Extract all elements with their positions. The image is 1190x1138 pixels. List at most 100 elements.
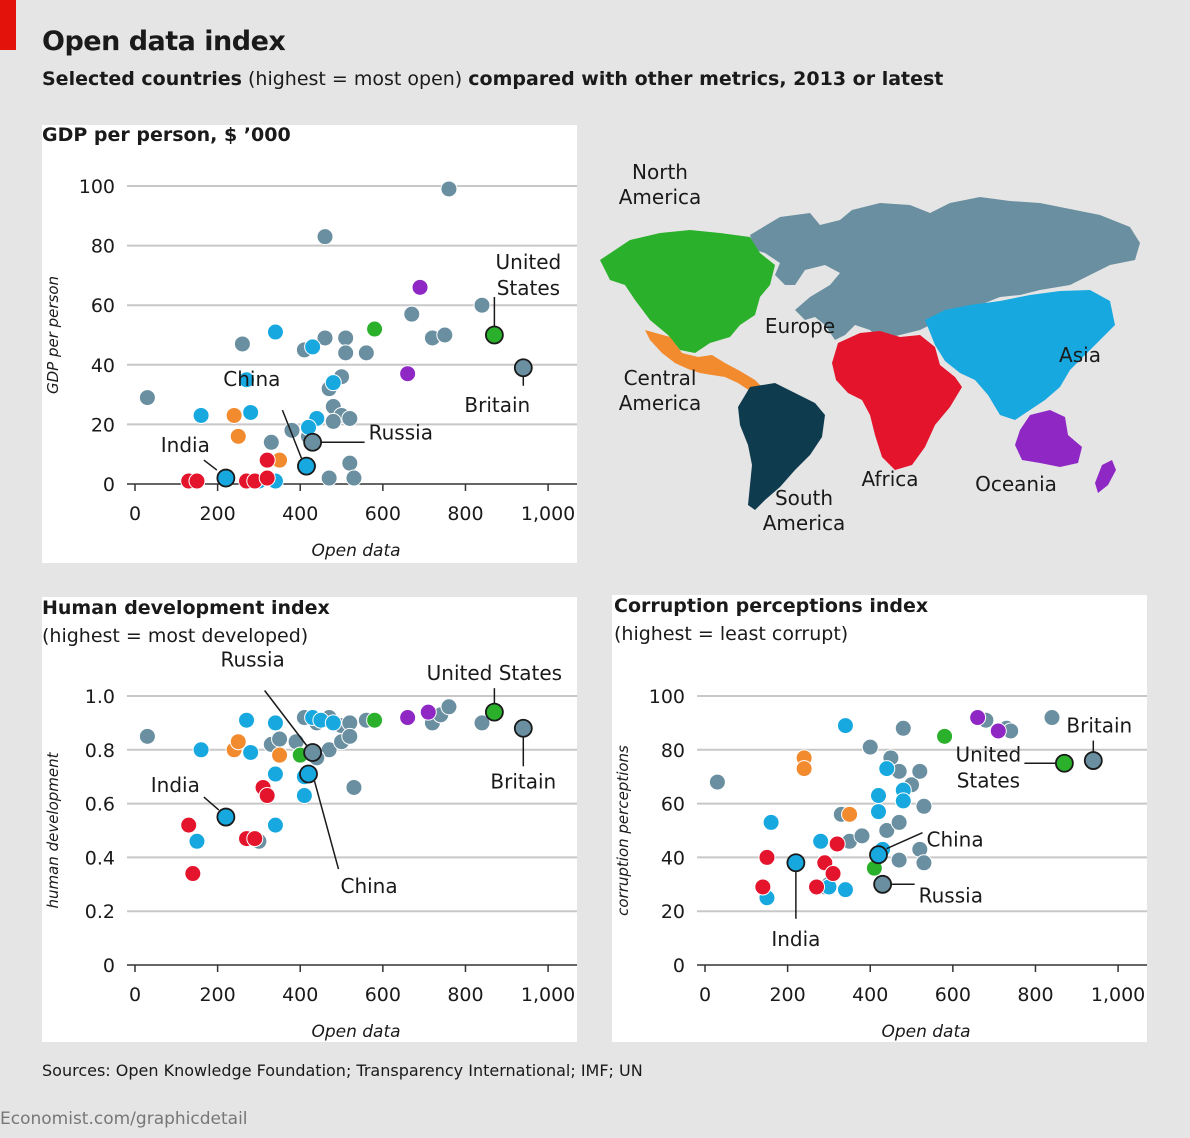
data-point-asia (324, 374, 342, 392)
data-point-europe (341, 727, 359, 745)
leader-line (203, 459, 218, 471)
y-tick-label: 0 (103, 955, 115, 977)
highlight-point (303, 432, 323, 452)
y-axis-label: human development (44, 751, 62, 908)
data-point-asia (304, 338, 322, 356)
data-point-europe (436, 326, 454, 344)
data-point-asia (878, 760, 896, 778)
map-label-africa: Africa (861, 467, 918, 491)
x-tick-label: 1,000 (521, 503, 575, 525)
data-point-europe (915, 797, 933, 815)
data-point-europe (403, 305, 421, 323)
page-title: Open data index (42, 26, 286, 57)
gdp-panel: 0 20 40 60 80 100 0 200 400 600 800 1,000 Open data G… (42, 125, 577, 563)
data-point-europe (890, 851, 908, 869)
leader-line (264, 690, 308, 746)
x-tick-label: 400 (282, 984, 318, 1006)
data-point-oceania (399, 709, 417, 727)
highlight-point (299, 764, 318, 784)
highlight-label: Britain (1066, 714, 1132, 738)
data-point-central-america (225, 406, 243, 424)
data-point-europe (345, 778, 363, 796)
data-point-asia (242, 743, 260, 761)
data-point-central-america (271, 746, 289, 764)
data-point-asia (299, 418, 317, 436)
world-map: North America Europe Asia Central Americ… (590, 125, 1190, 555)
highlight-point (513, 718, 533, 738)
x-tick-label: 200 (199, 503, 235, 525)
highlight-point (869, 845, 888, 865)
world-map-svg: North America Europe Asia Central Americ… (600, 160, 1140, 535)
highlight-label: United States (427, 661, 562, 685)
map-label-north-america-1: North (632, 160, 688, 184)
data-point-africa (754, 878, 772, 896)
highlight-label: Britain (464, 393, 530, 417)
data-point-asia (266, 323, 284, 341)
data-point-europe (341, 409, 359, 427)
highlight-label: China (223, 367, 280, 391)
sources-note: Sources: Open Knowledge Foundation; Tran… (42, 1061, 643, 1080)
highlight-label: China (926, 828, 983, 852)
highlight-point (513, 358, 533, 378)
data-point-asia (869, 803, 887, 821)
data-point-europe (708, 773, 726, 791)
highlight-label: China (340, 874, 397, 898)
data-point-asia (266, 765, 284, 783)
y-axis-label: corruption perceptions (614, 745, 632, 916)
x-tick-label: 200 (769, 984, 805, 1006)
data-point-asia (295, 787, 313, 805)
x-tick-label: 600 (365, 984, 401, 1006)
data-point-asia (192, 741, 210, 759)
y-tick-label: 60 (661, 794, 685, 816)
y-tick-label: 20 (661, 901, 685, 923)
highlight-label: Russia (919, 883, 983, 907)
data-point-europe (138, 389, 156, 407)
y-tick-label: 20 (91, 414, 115, 436)
leader-line (281, 409, 303, 459)
data-point-africa (258, 787, 276, 805)
highlight-point (484, 325, 504, 345)
data-point-africa (258, 469, 276, 487)
data-point-europe (324, 412, 342, 430)
map-central-america-region (645, 330, 762, 391)
data-point-africa (808, 878, 826, 896)
data-point-africa (188, 472, 206, 490)
hdi-chart-subtitle: (highest = most developed) (42, 625, 309, 647)
data-point-africa (758, 848, 776, 866)
data-point-europe (1043, 709, 1061, 727)
data-point-oceania (989, 722, 1007, 740)
x-tick-label: 600 (365, 503, 401, 525)
brand-bar (0, 0, 16, 50)
data-point-asia (324, 714, 342, 732)
data-point-europe (337, 329, 355, 347)
y-tick-label: 0 (103, 474, 115, 496)
x-tick-label: 1,000 (521, 984, 575, 1006)
highlight-label: United (956, 742, 1022, 766)
highlight-point (1054, 753, 1074, 773)
y-tick-label: 0.6 (85, 794, 115, 816)
data-point-europe (861, 738, 879, 756)
map-asia-region (925, 290, 1115, 420)
data-point-central-america (841, 805, 859, 823)
y-tick-label: 80 (661, 740, 685, 762)
data-point-europe (341, 454, 359, 472)
highlight-point (1083, 751, 1103, 770)
y-axis-label: GDP per person (44, 276, 62, 394)
leader-line (313, 780, 340, 870)
highlight-point (216, 807, 236, 827)
data-point-asia (238, 371, 256, 389)
data-point-europe (473, 296, 491, 314)
data-point-europe (283, 421, 301, 439)
highlight-label: United (496, 250, 562, 274)
y-tick-label: 100 (649, 686, 685, 708)
highlight-label: States (497, 276, 560, 300)
data-point-oceania (969, 709, 987, 727)
data-point-asia (192, 406, 210, 424)
credit-link[interactable]: Economist.com/graphicdetail (0, 1109, 248, 1129)
data-point-europe (138, 727, 156, 745)
data-point-asia (266, 816, 284, 834)
hdi-chart-title: Human development index (42, 597, 330, 619)
map-label-south-america-1: South (775, 486, 833, 510)
highlight-label: Russia (369, 420, 433, 444)
data-point-asia (238, 711, 256, 729)
